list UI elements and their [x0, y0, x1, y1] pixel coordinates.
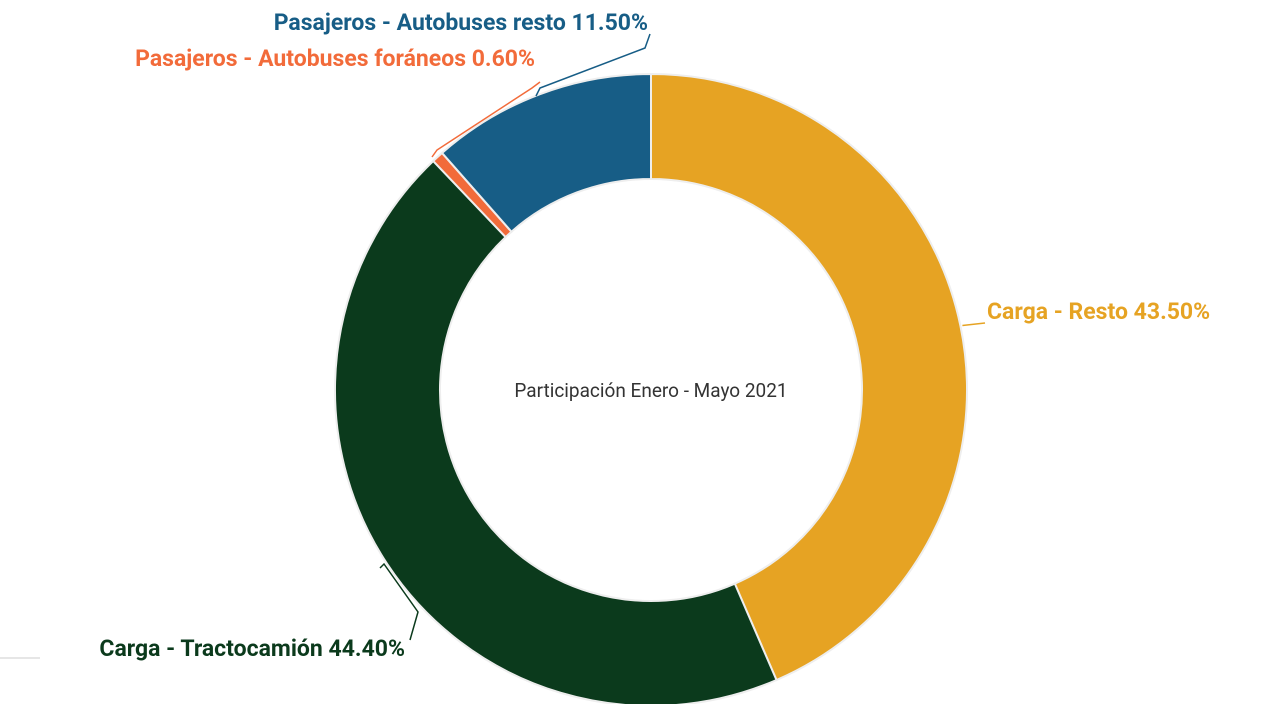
- donut-segment: [650, 72, 968, 682]
- donut-segment: [440, 72, 652, 234]
- donut-segment: [334, 159, 778, 704]
- leader-line: [535, 33, 651, 97]
- category-name: Pasajeros - Autobuses resto: [274, 9, 566, 36]
- value-label: 0.60%: [472, 45, 535, 72]
- category-name: Pasajeros - Autobuses foráneos: [135, 45, 466, 72]
- value-label: 11.50%: [572, 9, 648, 36]
- leader-line: [431, 81, 541, 158]
- data-label: Pasajeros - Autobuses resto 11.50%: [274, 9, 648, 36]
- category-name: Carga - Resto: [987, 298, 1128, 325]
- data-label: Pasajeros - Autobuses foráneos 0.60%: [135, 45, 535, 72]
- category-name: Carga - Tractocamión: [99, 635, 322, 662]
- leader-line: [962, 322, 986, 327]
- center-text: Participación Enero - Mayo 2021: [514, 379, 787, 402]
- value-label: 43.50%: [1134, 298, 1210, 325]
- leader-line: [379, 562, 419, 641]
- value-label: 44.40%: [329, 635, 405, 662]
- data-label: Carga - Tractocamión 44.40%: [99, 635, 405, 662]
- data-label: Carga - Resto 43.50%: [987, 298, 1210, 325]
